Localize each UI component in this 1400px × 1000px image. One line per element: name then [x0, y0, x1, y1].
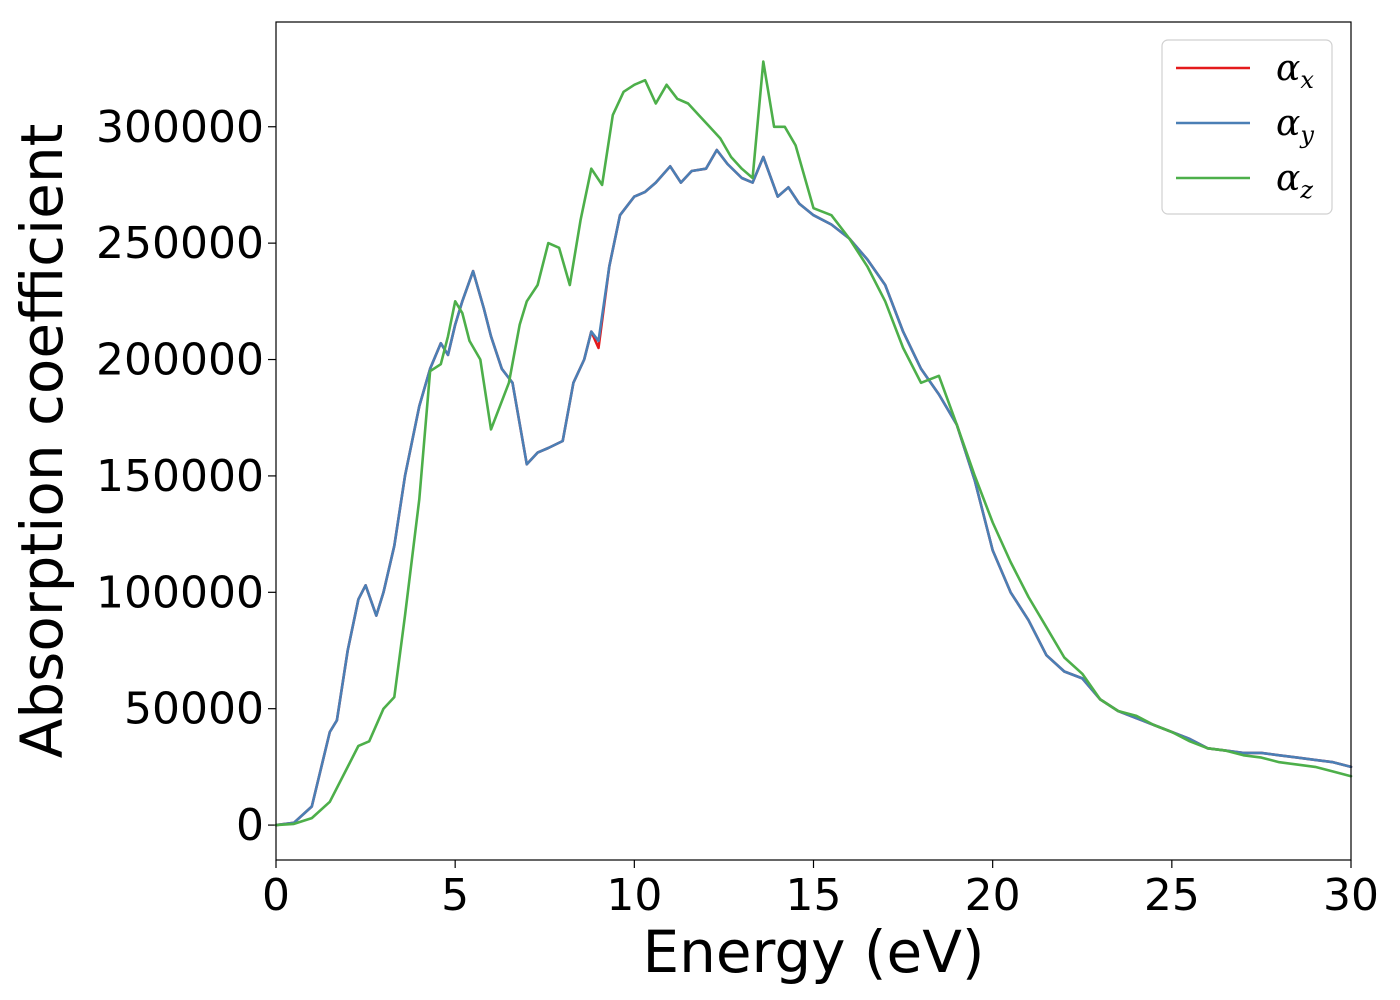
axis-ticks: 0 5 10 15 20 25 30 0 50000 100000 150000 200000 2500… [96, 102, 1379, 921]
x-tick-label: 5 [441, 870, 469, 921]
plot-frame [275, 21, 1352, 861]
y-tick-label: 150000 [96, 451, 264, 502]
legend-label-base: α [1276, 48, 1300, 89]
x-axis-label: Energy (eV) [642, 918, 984, 986]
y-tick-label: 300000 [96, 102, 264, 153]
legend-label-base: α [1276, 103, 1300, 144]
legend-label-y: αy [1276, 103, 1314, 149]
series-line-y [274, 148, 1353, 827]
legend-label-sub: z [1299, 176, 1313, 204]
y-tick-label: 0 [236, 800, 264, 851]
legend-label-z: αz [1276, 158, 1313, 204]
series-layer [274, 60, 1353, 827]
x-tick-label: 20 [965, 870, 1021, 921]
y-tick-label: 200000 [96, 335, 264, 386]
series-line-z [274, 60, 1353, 827]
legend-box [1161, 39, 1333, 215]
y-tick-label: 100000 [96, 567, 264, 618]
x-tick-label: 15 [786, 870, 842, 921]
y-tick-label: 50000 [124, 684, 264, 735]
x-tick-label: 10 [606, 870, 662, 921]
y-axis-label: Absorption coefficient [8, 124, 76, 759]
y-tick-label: 250000 [96, 218, 264, 269]
legend-label-base: α [1276, 158, 1300, 199]
x-tick-label: 30 [1323, 870, 1379, 921]
legend-label-sub: x [1300, 66, 1314, 94]
x-tick-label: 25 [1144, 870, 1200, 921]
legend-label-sub: y [1299, 121, 1314, 149]
x-tick-label: 0 [262, 870, 290, 921]
series-line-x [274, 148, 1353, 827]
legend-label-x: αx [1276, 48, 1314, 94]
